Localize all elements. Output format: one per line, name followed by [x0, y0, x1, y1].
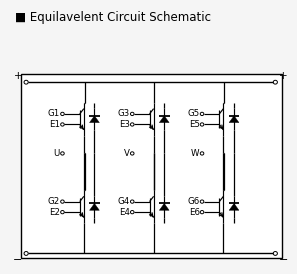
Text: E3: E3 — [119, 120, 130, 129]
Text: E4: E4 — [119, 208, 130, 217]
Text: V: V — [124, 149, 130, 158]
Text: −: − — [13, 255, 22, 265]
Text: G1: G1 — [48, 109, 60, 118]
Polygon shape — [159, 204, 169, 210]
Text: −: − — [279, 255, 289, 265]
Polygon shape — [229, 116, 239, 122]
Text: G4: G4 — [118, 197, 130, 206]
Bar — [21, 74, 282, 258]
Text: +: + — [279, 71, 288, 81]
Polygon shape — [229, 204, 239, 210]
Text: W: W — [191, 149, 200, 158]
Text: U: U — [54, 149, 60, 158]
Text: E5: E5 — [189, 120, 200, 129]
Text: E1: E1 — [49, 120, 60, 129]
Text: +: + — [14, 71, 22, 81]
Polygon shape — [159, 116, 169, 122]
Polygon shape — [90, 204, 99, 210]
Text: G2: G2 — [48, 197, 60, 206]
Text: E2: E2 — [49, 208, 60, 217]
Polygon shape — [90, 116, 99, 122]
Text: G6: G6 — [187, 197, 200, 206]
Text: E6: E6 — [189, 208, 200, 217]
Text: G3: G3 — [118, 109, 130, 118]
Text: G5: G5 — [187, 109, 200, 118]
Text: ■ Equilavelent Circuit Schematic: ■ Equilavelent Circuit Schematic — [15, 11, 211, 24]
